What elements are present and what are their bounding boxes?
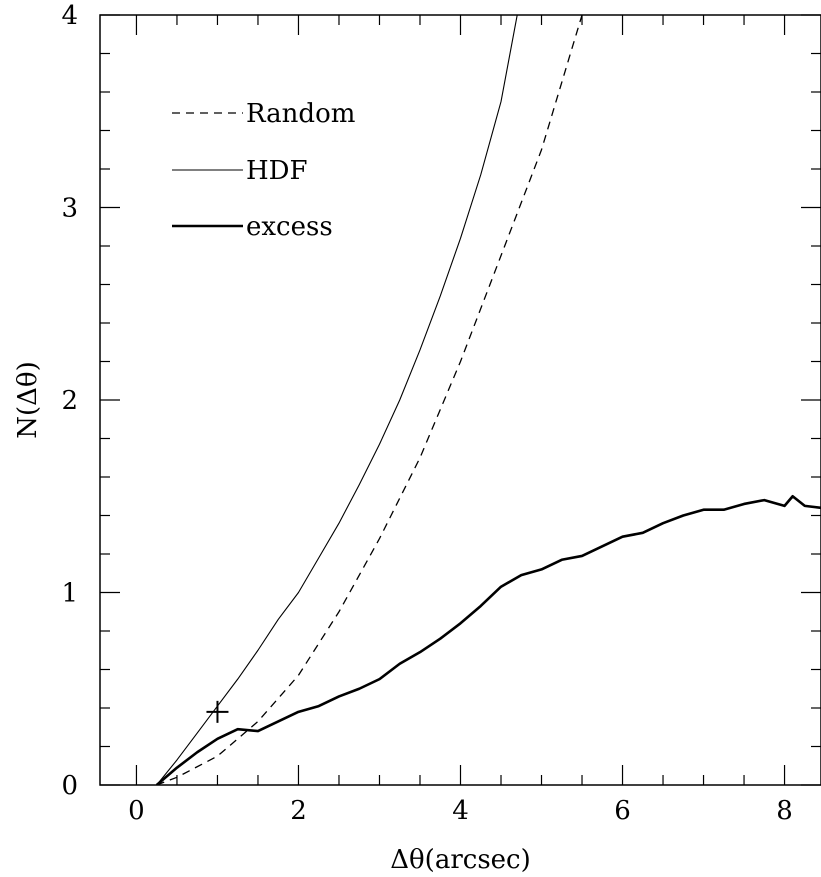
legend-label-hdf: HDF bbox=[246, 156, 308, 186]
y-axis-label: N(Δθ) bbox=[13, 361, 43, 438]
marker-layer bbox=[206, 700, 229, 723]
legend-label-random: Random bbox=[246, 99, 355, 129]
legend: Random HDF excess bbox=[172, 99, 355, 242]
legend-label-excess: excess bbox=[246, 212, 333, 242]
x-axis-label: Δθ(arcsec) bbox=[390, 845, 531, 875]
x-tick-label: 2 bbox=[290, 796, 307, 826]
tick-labels: 0 2 4 6 8 0 1 2 3 4 bbox=[61, 1, 792, 826]
series-line-excess bbox=[155, 494, 821, 785]
x-tick-label: 4 bbox=[452, 796, 469, 826]
plot-frame bbox=[99, 14, 821, 786]
plus-marker bbox=[206, 700, 229, 723]
series-line-hdf bbox=[156, 15, 518, 785]
x-tick-label: 6 bbox=[614, 796, 631, 826]
y-tick-label: 4 bbox=[61, 1, 78, 31]
y-tick-label: 1 bbox=[61, 579, 78, 609]
series-layer bbox=[155, 15, 821, 785]
x-tick-label: 8 bbox=[776, 796, 793, 826]
axis-ticks bbox=[100, 14, 821, 786]
series-line-random bbox=[156, 15, 583, 785]
x-tick-label: 0 bbox=[128, 796, 145, 826]
y-tick-label: 3 bbox=[61, 194, 78, 224]
y-tick-label: 0 bbox=[61, 771, 78, 801]
y-tick-label: 2 bbox=[61, 386, 78, 416]
